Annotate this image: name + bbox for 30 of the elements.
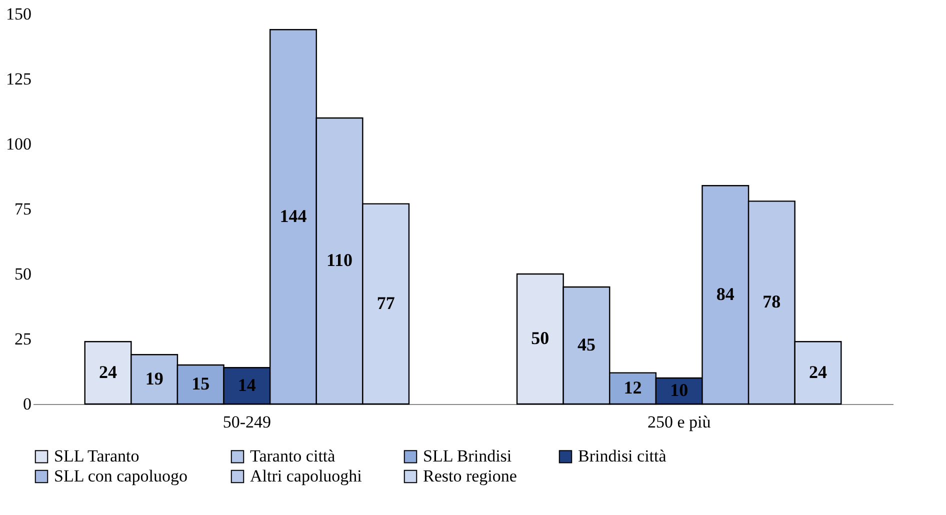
y-tick-label: 75	[14, 200, 32, 218]
data-label: 110	[326, 250, 353, 270]
legend-label: Resto regione	[423, 466, 517, 486]
y-tick-label: 50	[14, 264, 32, 284]
legend-label: SLL Taranto	[54, 446, 140, 466]
data-label: 24	[808, 362, 827, 382]
data-label: 19	[145, 368, 164, 388]
data-label: 45	[577, 334, 596, 354]
y-tick-label: 125	[6, 70, 32, 88]
data-label: 15	[192, 374, 210, 394]
legend-label: SLL con capoluogo	[54, 466, 188, 486]
legend-label: Brindisi città	[578, 446, 667, 466]
data-label: 12	[624, 377, 642, 398]
data-label: 10	[670, 380, 688, 400]
x-tick-label: 50-249	[222, 412, 272, 432]
legend-label: Altri capoluoghi	[250, 466, 362, 486]
x-tick-label: 250 e più	[647, 412, 712, 432]
y-tick-label: 100	[6, 134, 32, 154]
data-label: 14	[238, 374, 256, 395]
data-label: 78	[762, 292, 781, 312]
data-label: 77	[376, 292, 395, 313]
y-tick-label: 0	[23, 394, 32, 414]
data-label: 84	[716, 284, 734, 304]
y-tick-label: 150	[6, 4, 32, 24]
legend-label: Taranto città	[250, 446, 336, 466]
y-tick-label: 25	[14, 330, 32, 348]
data-label: 144	[280, 206, 307, 226]
legend-label: SLL Brindisi	[423, 446, 512, 466]
data-label: 24	[99, 362, 118, 382]
data-label: 50	[531, 328, 550, 348]
